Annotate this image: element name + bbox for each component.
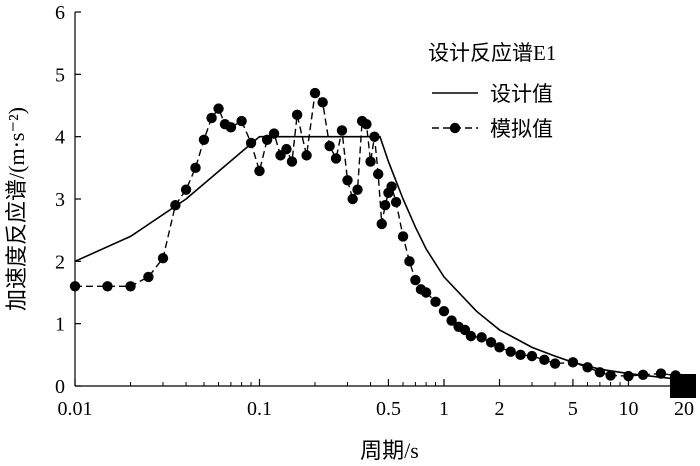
sim-point [213,103,224,114]
sim-point [623,370,634,382]
sim-point [365,156,376,167]
legend-title: 设计反应谱E1 [428,41,556,65]
sim-point [526,350,538,362]
sim-point [254,165,265,177]
sim-point [379,200,391,211]
legend-sim-label: 模拟值 [490,117,553,141]
sim-point [605,370,616,381]
y-tick-label: 2 [55,251,65,273]
sim-point [420,287,432,298]
sim-point [291,109,303,121]
sim-point [342,175,353,186]
sim-point [125,281,136,292]
y-tick-label: 0 [55,376,65,398]
sim-point [505,346,516,357]
y-tick-label: 6 [55,2,65,24]
y-tick-label: 1 [55,314,65,336]
sim-point [143,271,154,283]
x-tick-label: 0.1 [247,398,272,420]
sim-point [281,143,292,155]
x-tick-label: 1 [439,398,449,420]
x-tick-label: 5 [568,398,578,420]
x-tick-label: 0.01 [58,398,93,420]
sim-point [236,115,247,127]
sim-point [476,332,487,343]
sim-point [567,357,579,368]
sim-point [198,134,210,145]
sim-point [352,184,363,195]
y-tick-label: 4 [55,127,65,149]
sim-point [206,112,217,124]
x-tick-label: 0.5 [376,398,401,420]
x-tick-label: 2 [495,398,505,420]
x-tick-label: 10 [618,398,638,420]
y-axis-label: 加速度反应谱/(m·s⁻²) [4,107,29,311]
sim-point [317,97,328,108]
sim-point [637,369,649,380]
sim-point [430,296,441,308]
sim-point [190,162,201,174]
axes: 0 1 2 3 4 5 6 0.01 0.1 0.5 1 2 5 10 20 周期/s 加速度反应谱/(m·s⁻… [4,2,694,463]
sim-point [225,122,237,133]
sim-point [309,87,321,99]
sim-point [301,150,312,161]
sim-point [324,140,335,152]
sim-point [361,119,372,130]
sim-point [397,231,409,242]
sim-point [330,153,342,164]
sim-point [655,368,667,379]
sim-point [485,337,497,348]
sim-point [369,131,380,142]
sim-point [386,181,397,192]
sim-point [438,306,450,317]
sim-point [261,134,273,145]
sim-point [372,168,384,180]
sim-point [390,196,402,208]
y-tick-label: 5 [55,64,65,86]
legend-sim-swatch-marker [449,122,461,134]
sim-point [102,281,113,292]
sim-point [446,315,457,326]
sim-point [539,354,550,366]
sim-point [286,156,298,167]
sim-point [170,200,181,211]
sim-point [494,342,505,353]
sim-point [157,253,169,264]
sim-point [336,125,348,136]
x-axis-label: 周期/s [360,438,419,463]
sim-point [465,330,477,342]
plot-area [69,87,696,398]
sim-point [404,256,415,267]
sim-point [376,218,387,230]
sim-point [594,367,606,378]
x-tick-label: 20 [674,398,694,420]
sim-point [582,362,593,373]
legend-design-label: 设计值 [490,82,553,106]
sim-point [549,358,561,369]
sim-point [515,349,526,361]
sim-point [245,137,257,149]
sim-point [180,184,192,195]
sim-point [410,274,421,286]
sim-point [347,193,358,205]
sim-point [268,128,280,139]
y-tick-label: 3 [55,189,65,211]
